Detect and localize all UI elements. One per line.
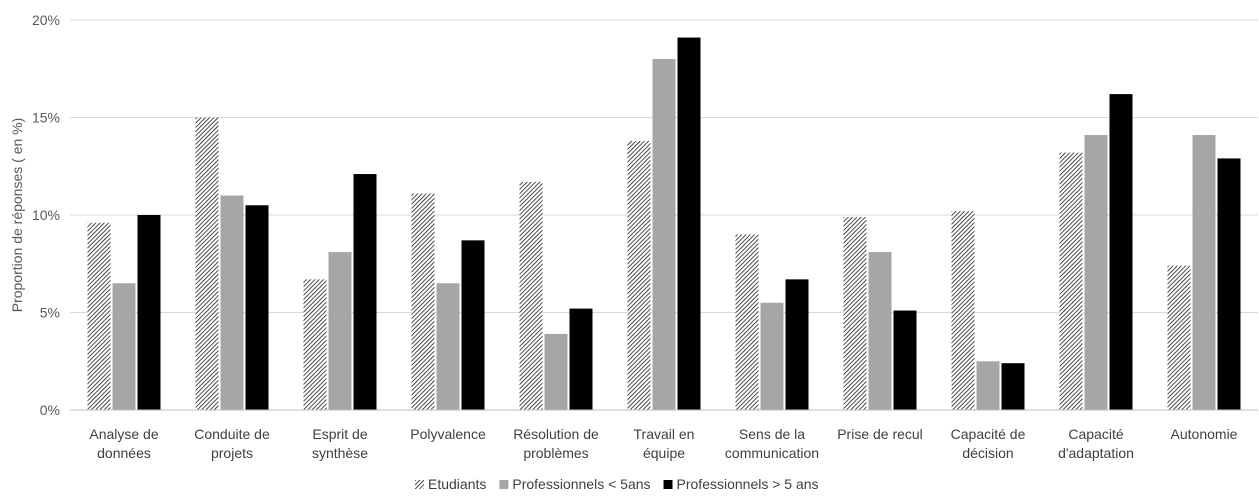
y-axis-title: Proportion de réponses ( en %) [9,118,25,313]
legend-label: Professionnels < 5ans [512,476,650,492]
bar [195,117,219,410]
bar [137,215,161,410]
bar [436,283,460,410]
bar [868,252,892,410]
y-axis-ticks: 0% 5% 10% 15% 20% [32,12,60,418]
y-tick-label: 10% [32,207,60,223]
bar [843,216,867,410]
bar [735,234,759,410]
legend-swatch [415,480,424,489]
x-tick-label: Esprit de synthèse [312,426,368,461]
y-tick-label: 0% [40,402,60,418]
x-tick-label: Résolution de problèmes [513,426,599,461]
x-tick-label: Prise de recul [837,426,923,442]
bar [112,283,136,410]
x-tick-label: Analyse de données [89,426,158,461]
legend: Etudiants Professionnels < 5ans Profession… [415,476,819,492]
legend-swatch [499,480,509,489]
bars [87,37,1241,411]
bar [627,140,651,410]
bar [87,222,111,410]
bar [303,279,327,410]
bar [1059,152,1083,410]
bar [220,195,244,410]
y-tick-label: 5% [40,305,60,321]
y-tick-label: 20% [32,12,60,28]
x-axis-categories: Analyse de données Conduite de projets Espri… [89,426,1237,461]
bar [544,333,568,410]
bar [328,252,352,410]
legend-label: Etudiants [428,476,486,492]
bar [976,361,1000,410]
bar [1217,158,1241,410]
bar [245,205,269,410]
bar [1167,265,1191,410]
bar [785,279,809,410]
bar [1001,363,1025,410]
bar [1109,94,1133,410]
bar [411,193,435,410]
bar [1084,135,1108,411]
bar [677,37,701,411]
bar [1192,135,1216,411]
bar [760,302,784,410]
bar [652,59,676,410]
bar [461,240,485,410]
x-tick-label: Capacité d'adaptation [1058,426,1134,461]
legend-swatch [663,480,673,489]
legend-label: Professionnels > 5 ans [677,476,819,492]
x-tick-label: Sens de la communication [725,426,819,461]
x-tick-label: Autonomie [1171,426,1238,442]
bar [951,211,975,410]
bar [569,308,593,410]
y-tick-label: 15% [32,110,60,126]
bar [893,310,917,410]
bar [353,174,377,410]
x-tick-label: Conduite de projets [194,426,270,461]
x-tick-label: Capacité de décision [951,426,1026,461]
bar [519,181,543,410]
x-tick-label: Polyvalence [410,426,486,442]
x-tick-label: Travail en équipe [634,426,695,461]
